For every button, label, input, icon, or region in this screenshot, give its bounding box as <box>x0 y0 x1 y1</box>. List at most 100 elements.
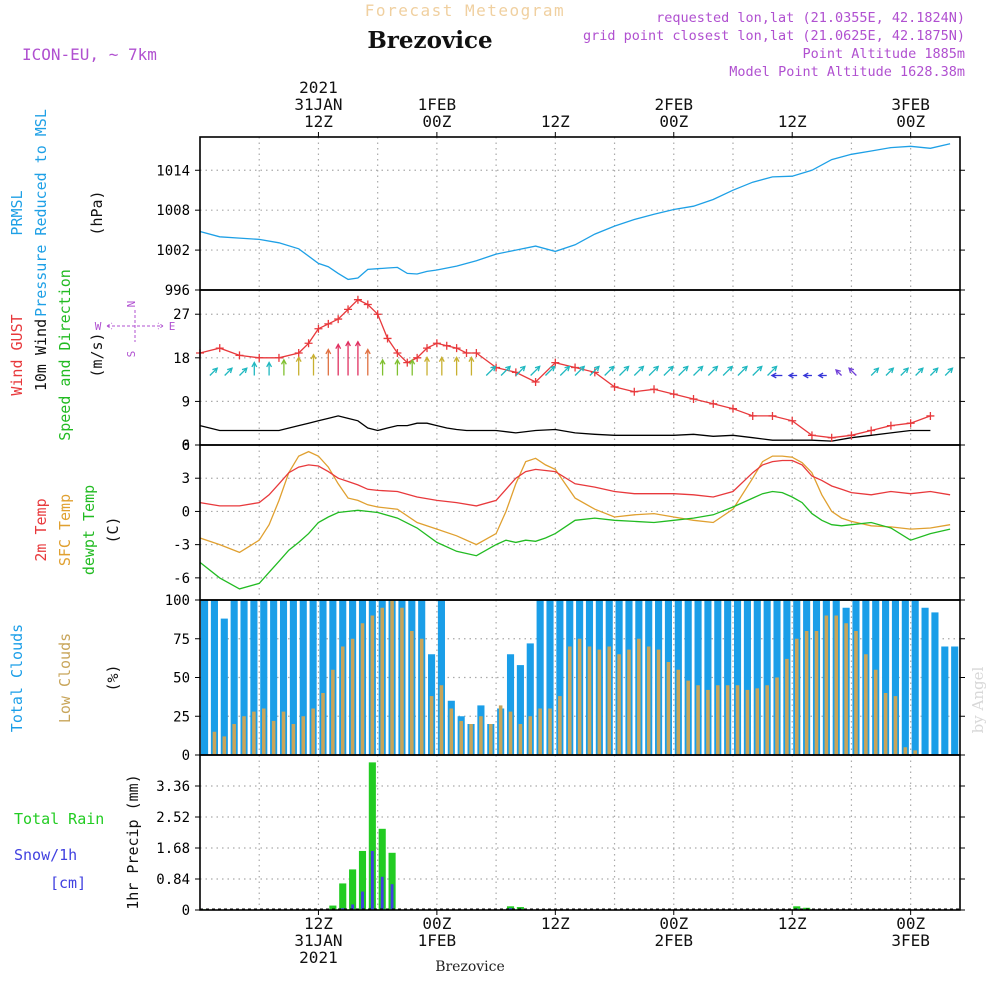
wind-gust-marker <box>353 295 362 304</box>
top-time-label: 1FEB <box>418 95 457 114</box>
pressure-tick-label: 996 <box>165 283 190 299</box>
wind-arrow-head <box>345 340 351 347</box>
low-cloud-bar <box>469 724 473 755</box>
snow-bar <box>380 876 384 910</box>
wind-arrow-head <box>697 365 704 372</box>
pressure-tick-label: 1014 <box>156 163 190 179</box>
low-cloud-bar <box>883 693 888 755</box>
total-cloud-bar <box>299 600 307 755</box>
low-cloud-bar <box>725 685 730 755</box>
wind-arrow-head <box>638 365 645 372</box>
wind-gust-marker <box>413 353 422 362</box>
wind-speed-line <box>199 415 931 442</box>
wind-gust-marker <box>304 339 313 348</box>
total-cloud-bar <box>289 600 297 755</box>
header: Forecast Meteogram Brezovice ICON-EU, ~ … <box>22 1 987 975</box>
wind-10m-title: 10m Wind <box>32 319 50 391</box>
low-cloud-bar <box>854 631 858 755</box>
snow-unit-legend: [cm] <box>50 874 86 892</box>
wind-arrow-head <box>266 361 273 368</box>
clouds-tick-label: 25 <box>173 709 190 725</box>
wind-arrow-head <box>623 365 630 372</box>
wind-gust-marker <box>363 300 372 309</box>
wind-gust-marker <box>423 344 432 353</box>
wind-arrow-head <box>212 367 219 374</box>
wind-arrow-head <box>917 367 924 374</box>
total-cloud-bar <box>694 600 702 755</box>
wind-compass: N S W E <box>95 301 176 358</box>
low-cloud-bar <box>804 631 809 755</box>
low-cloud-bar <box>577 638 582 755</box>
low-cloud-bar <box>281 711 286 755</box>
wind-arrow-head <box>848 367 855 374</box>
low-cloud-bar <box>301 716 306 755</box>
temperature-tick-label: 3 <box>182 471 190 487</box>
wind-arrow-head <box>251 361 258 368</box>
watermark-title: Forecast Meteogram <box>365 1 565 20</box>
wind-arrow-head <box>932 367 939 374</box>
total-cloud-bar <box>763 600 771 755</box>
low-cloud-bar <box>785 658 789 755</box>
temperature-frame <box>199 444 961 601</box>
precip-tick-label: 1.68 <box>156 841 190 857</box>
wind-gust-marker <box>551 358 560 367</box>
wind-arrow <box>767 365 778 376</box>
low-cloud-bar <box>617 654 621 755</box>
wind-gust-marker <box>432 339 441 348</box>
wind-arrow <box>722 365 733 376</box>
wind-arrow-head <box>579 365 586 372</box>
credit-watermark: by Angel <box>969 666 987 733</box>
total-cloud-bar <box>921 607 929 755</box>
wind-tick-label: 18 <box>173 351 190 367</box>
low-cloud-bar <box>765 685 769 755</box>
low-cloud-bar <box>755 688 760 755</box>
wind-arrow-head <box>364 348 371 355</box>
low-cloud-bar <box>745 689 750 755</box>
low-cloud-bar <box>449 708 454 755</box>
temp-2m-line <box>199 459 951 507</box>
total-cloud-bar <box>270 600 278 755</box>
wind-panel: 0 9 18 27 <box>173 290 965 454</box>
low-cloud-bar <box>864 654 868 755</box>
low-cloud-bar <box>558 696 562 755</box>
total-cloud-bar <box>526 643 534 755</box>
low-cloud-bar <box>528 716 533 755</box>
total-cloud-bar <box>240 600 248 755</box>
temp-unit: (C) <box>104 516 122 543</box>
wind-arrow-head <box>453 355 460 363</box>
model-altitude: Model Point Altitude 1628.38m <box>729 64 965 80</box>
pressure-title-1: PRMSL <box>8 190 26 235</box>
wind-gust-marker <box>610 382 619 391</box>
top-time-label: 2021 <box>299 78 338 97</box>
wind-arrow-head <box>756 365 763 372</box>
wind-arrow <box>559 365 570 376</box>
wind-arrow-head <box>742 365 748 372</box>
total-cloud-bar <box>951 646 959 755</box>
clouds-tick-label: 0 <box>182 748 190 764</box>
total-cloud-bar <box>309 600 317 755</box>
pressure-tick-label: 1008 <box>156 203 190 219</box>
wind-arrow-head <box>668 365 674 372</box>
wind-gust-marker <box>294 348 303 357</box>
low-clouds-title: Low Clouds <box>56 633 74 723</box>
wind-arrow-head <box>468 355 475 363</box>
top-time-label: 00Z <box>659 112 688 131</box>
low-cloud-bar <box>350 638 355 755</box>
total-cloud-bar <box>891 600 900 755</box>
total-cloud-bar <box>714 600 722 755</box>
wind-arrow-head <box>379 358 386 365</box>
wind-gust-marker <box>442 341 451 350</box>
wind-gust-marker <box>807 431 816 440</box>
total-cloud-bar <box>941 646 949 755</box>
wind-arrow-head <box>490 365 497 372</box>
low-cloud-bar <box>331 669 335 755</box>
low-cloud-bar <box>716 685 720 755</box>
total-cloud-bar <box>210 600 218 755</box>
pressure-panel: 996 1002 1008 1014 <box>156 137 965 299</box>
wind-arrow-head <box>727 365 734 372</box>
wind-arrow <box>663 365 674 376</box>
low-cloud-bar <box>844 623 848 755</box>
total-cloud-bar <box>733 600 742 755</box>
low-cloud-bar <box>676 669 681 755</box>
